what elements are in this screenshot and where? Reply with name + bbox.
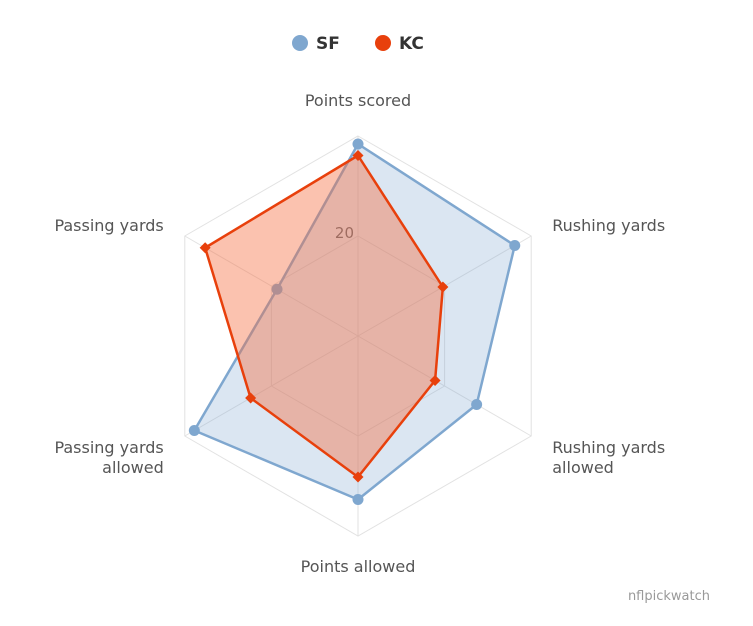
axis-label: Rushing yards bbox=[552, 216, 665, 235]
data-point[interactable] bbox=[352, 150, 364, 161]
grid-spoke bbox=[184, 335, 359, 437]
data-point[interactable] bbox=[199, 242, 211, 254]
axis-labels: Points scored Rushing yards Rushing yards a… bbox=[54, 91, 665, 576]
legend-marker bbox=[375, 35, 391, 51]
legend-label: SF bbox=[316, 34, 340, 54]
data-point[interactable] bbox=[429, 375, 441, 386]
axis-label: Rushing yards allowed bbox=[552, 438, 665, 477]
series-kc[interactable] bbox=[199, 150, 449, 483]
legend[interactable]: SF KC bbox=[292, 34, 424, 54]
tick-label: 20 bbox=[335, 224, 354, 242]
axis-label: Points allowed bbox=[301, 557, 416, 576]
data-point[interactable] bbox=[352, 471, 364, 483]
grid-spoke bbox=[184, 235, 359, 337]
grid: 20 bbox=[184, 135, 532, 537]
credit-label[interactable]: nflpickwatch bbox=[628, 589, 710, 604]
series-area bbox=[188, 138, 521, 506]
data-point[interactable] bbox=[271, 283, 283, 295]
data-point[interactable] bbox=[352, 494, 364, 505]
legend-item-sf[interactable]: SF bbox=[292, 34, 340, 54]
data-point[interactable] bbox=[509, 240, 521, 251]
data-point[interactable] bbox=[437, 281, 449, 293]
data-point[interactable] bbox=[352, 138, 364, 150]
axis-label: Points scored bbox=[305, 91, 411, 110]
data-point[interactable] bbox=[471, 399, 483, 410]
legend-item-kc[interactable]: KC bbox=[375, 34, 424, 54]
axis-label: Passing yards allowed bbox=[54, 438, 163, 477]
axis-label: Passing yards bbox=[54, 216, 163, 235]
data-point[interactable] bbox=[245, 392, 257, 404]
data-point[interactable] bbox=[188, 425, 200, 436]
legend-label: KC bbox=[399, 34, 424, 54]
legend-marker bbox=[292, 35, 308, 51]
series-sf[interactable] bbox=[188, 138, 521, 506]
grid-spoke bbox=[357, 335, 532, 437]
